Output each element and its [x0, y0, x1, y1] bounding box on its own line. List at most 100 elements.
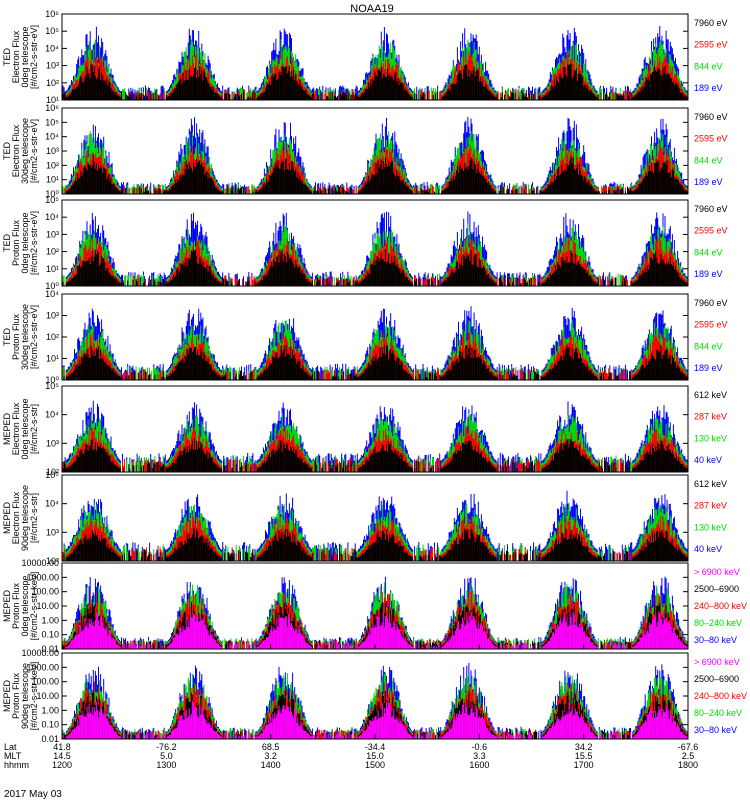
panel-5: 10² 10³ 10⁴ 10⁵ MEPED Electron Flux 0deg teles…	[2, 381, 727, 477]
x-tick-label: 5.0	[160, 751, 173, 761]
series-189-ev	[65, 117, 688, 194]
y-tick-label: 10³	[46, 527, 59, 537]
legend-entry: 844 eV	[694, 341, 723, 351]
y-tick-label: 10²	[46, 556, 59, 566]
panel-3-traces	[62, 211, 688, 286]
legend-entry: 240–800 keV	[694, 601, 747, 611]
y-tick-label: 10⁶	[45, 103, 59, 113]
x-tick-label: 1500	[365, 760, 385, 770]
x-tick-label: 41.8	[53, 742, 71, 752]
y-tick-label: 10.00	[36, 601, 59, 611]
y-tick-label: 100.00	[31, 587, 59, 597]
y-axis-label: 0deg telescope	[20, 575, 30, 636]
x-tick-label: 14.5	[53, 751, 71, 761]
y-tick-label: 10¹	[46, 95, 59, 105]
y-axis-label: Electron Flux	[11, 402, 21, 455]
y-tick-label: 10⁴	[45, 132, 59, 142]
y-tick-label: 10000.00	[21, 648, 59, 658]
y-axis-label: MEPED	[2, 680, 12, 713]
y-axis-label: [#/cm2-s-str-keV]	[29, 662, 39, 731]
legend-entry: > 6900 keV	[694, 567, 740, 577]
y-tick-label: 10⁰	[45, 281, 59, 291]
y-tick-label: 1.00	[41, 615, 59, 625]
x-tick-label: 1600	[469, 760, 489, 770]
y-axis-label: [#/cm2-s-str-eV]	[29, 305, 39, 369]
series--6900-kev	[62, 611, 688, 649]
legend-entry: 189 eV	[694, 177, 723, 187]
x-axis: LatMLThhmm41.814.51200-76.25.0130068.53.…	[4, 95, 698, 770]
legend-entry: 844 eV	[694, 155, 723, 165]
x-tick-label: 1300	[156, 760, 176, 770]
y-axis-label: 90deg telescope	[20, 485, 30, 551]
legend-entry: 2500–6900	[694, 584, 739, 594]
y-tick-label: 10³	[46, 311, 59, 321]
series-7960-ev	[62, 344, 688, 380]
y-axis-label: TED	[2, 141, 12, 160]
legend-entry: 189 eV	[694, 83, 723, 93]
y-tick-label: 0.10	[41, 720, 59, 730]
y-tick-label: 0.01	[41, 644, 59, 654]
x-tick-label: 15.0	[366, 751, 384, 761]
series--6900-kev	[62, 700, 688, 739]
legend-entry: 2595 eV	[694, 226, 728, 236]
y-axis-label: Proton Flux	[11, 313, 21, 360]
panel-4: 10⁰ 10¹ 10² 10³ 10⁴ TED Proton Flux 30deg teles…	[2, 289, 728, 385]
y-tick-label: 10⁴	[45, 289, 59, 299]
y-tick-label: 100.00	[31, 677, 59, 687]
y-tick-label: 10³	[46, 146, 59, 156]
legend-entry: 130 keV	[694, 522, 727, 532]
panel-7-traces	[62, 576, 688, 649]
x-tick-label: 3.2	[264, 751, 277, 761]
x-tick-label: 1200	[52, 760, 72, 770]
y-tick-label: 10⁵	[45, 470, 59, 480]
series-7960-ev	[62, 63, 688, 100]
y-tick-label: 1000.00	[26, 572, 59, 582]
legend-entry: 30–80 keV	[694, 635, 737, 645]
y-axis-label: 0deg telescope	[20, 398, 30, 459]
legend-entry: > 6900 keV	[694, 657, 740, 667]
y-tick-label: 10⁵	[45, 26, 59, 36]
panel-4-traces	[62, 306, 688, 380]
y-tick-label: 10³	[46, 61, 59, 71]
legend-entry: 2595 eV	[694, 40, 728, 50]
legend-entry: 2500–6900	[694, 674, 739, 684]
y-tick-label: 1000.00	[26, 662, 59, 672]
legend-entry: 2595 eV	[694, 134, 728, 144]
y-axis-label: Proton Flux	[11, 582, 21, 629]
panel-2-traces	[62, 117, 688, 194]
legend-entry: 287 keV	[694, 501, 727, 511]
y-tick-label: 10²	[46, 160, 59, 170]
y-tick-label: 10²	[46, 78, 59, 88]
y-axis-label: [#/cm2-s-str-eV]	[29, 25, 39, 89]
y-axis-label: Electron Flux	[11, 124, 21, 177]
legend-entry: 80–240 keV	[694, 708, 742, 718]
x-tick-label: 2.5	[682, 751, 695, 761]
panel-1-traces	[62, 26, 688, 100]
y-axis-label: MEPED	[2, 590, 12, 623]
y-axis-label: MEPED	[2, 502, 12, 535]
y-axis-label: 0deg telescope	[20, 212, 30, 273]
y-tick-label: 10⁵	[45, 117, 59, 127]
y-tick-label: 10¹	[46, 354, 59, 364]
y-tick-label: 10⁴	[45, 410, 59, 420]
y-tick-label: 0.10	[41, 630, 59, 640]
x-tick-label: -34.4	[365, 742, 386, 752]
y-tick-label: 10²	[46, 467, 59, 477]
panel-5-traces	[62, 400, 688, 472]
legend-entry: 612 keV	[694, 479, 727, 489]
legend-entry: 80–240 keV	[694, 618, 742, 628]
y-tick-label: 10²	[46, 332, 59, 342]
y-tick-label: 10000.00	[21, 558, 59, 568]
series-612-kev	[63, 527, 688, 561]
legend-entry: 844 eV	[694, 247, 723, 257]
series-7960-ev	[65, 155, 688, 194]
y-axis-label: Proton Flux	[11, 219, 21, 266]
legend-entry: 189 eV	[694, 363, 723, 373]
y-axis-label: [#/cm2-s-str-eV]	[29, 119, 39, 183]
legend-entry: 2595 eV	[694, 320, 728, 330]
legend-entry: 7960 eV	[694, 298, 728, 308]
y-tick-label: 10⁴	[45, 499, 59, 509]
legend-entry: 7960 eV	[694, 18, 728, 28]
y-tick-label: 10²	[46, 247, 59, 257]
y-axis-label: Electron Flux	[11, 30, 21, 83]
